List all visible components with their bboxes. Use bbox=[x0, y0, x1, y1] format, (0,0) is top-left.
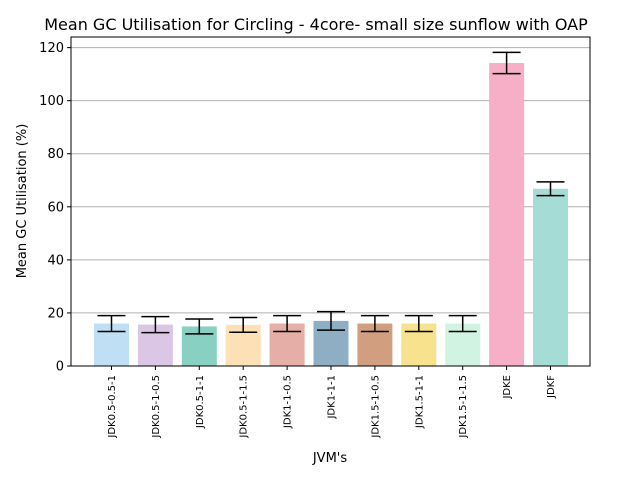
chart-title: Mean GC Utilisation for Circling - 4core… bbox=[44, 15, 588, 34]
x-tick-label: JDK1.5-1-0.5 bbox=[370, 375, 381, 439]
bar bbox=[533, 188, 568, 366]
x-tick-label: JDK0.5-0.5-1 bbox=[107, 375, 118, 439]
x-tick-label: JDKF bbox=[546, 375, 557, 399]
x-tick-label: JDKE bbox=[502, 375, 513, 400]
y-tick-label: 100 bbox=[39, 94, 64, 109]
x-tick-label: JDK0.5-1-1 bbox=[195, 375, 206, 429]
y-tick-label: 20 bbox=[47, 306, 64, 321]
error-bars bbox=[97, 51, 565, 335]
x-tick-label: JDK1.5-1-1.5 bbox=[458, 375, 469, 439]
bar bbox=[489, 63, 525, 366]
y-axis-title: Mean GC Utilisation (%) bbox=[15, 124, 30, 279]
y-tick-label: 40 bbox=[47, 253, 64, 268]
y-tick-label: 120 bbox=[39, 41, 64, 56]
y-tick-label: 0 bbox=[56, 360, 64, 375]
y-tick-label: 80 bbox=[47, 147, 64, 162]
y-axis-ticks: 0 20 40 60 80 100 120 bbox=[39, 41, 71, 375]
x-tick-label: JDK1-1-0.5 bbox=[283, 375, 294, 429]
x-axis-ticks: JDK0.5-0.5-1 JDK0.5-1-0.5 JDK0.5-1-1 JDK0.5… bbox=[107, 366, 557, 439]
x-axis-title: JVM's bbox=[312, 451, 348, 466]
x-tick-label: JDK1.5-1-1 bbox=[414, 375, 425, 429]
x-tick-label: JDK1-1-1 bbox=[327, 375, 338, 420]
y-tick-label: 60 bbox=[47, 200, 64, 215]
x-tick-label: JDK0.5-1-1.5 bbox=[239, 375, 250, 439]
x-tick-label: JDK0.5-1-0.5 bbox=[151, 375, 162, 439]
